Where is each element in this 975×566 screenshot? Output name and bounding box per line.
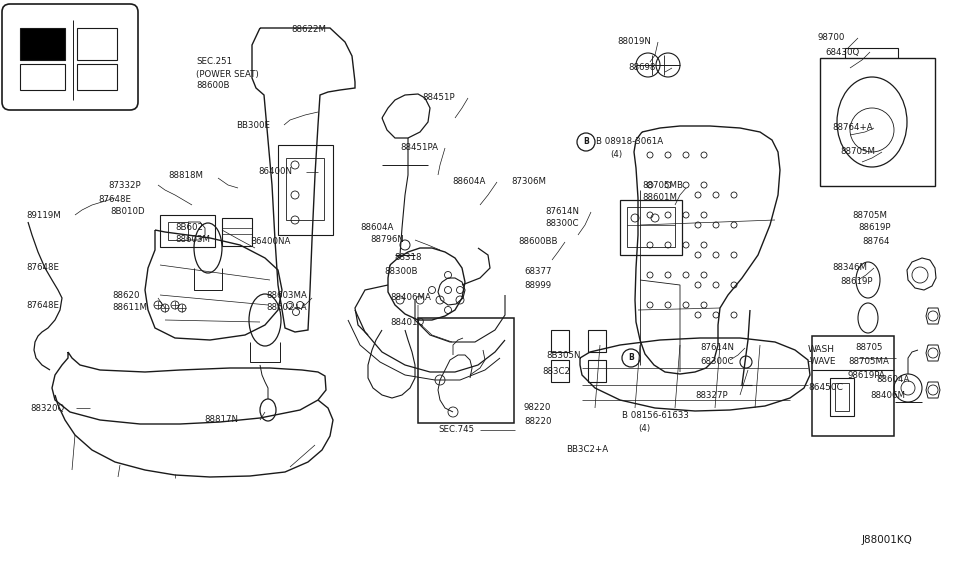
Bar <box>168 222 188 240</box>
Text: 88764: 88764 <box>862 238 889 247</box>
Text: 68377: 68377 <box>524 268 552 277</box>
Text: 88999: 88999 <box>524 281 551 289</box>
Bar <box>278 145 333 235</box>
Bar <box>588 360 606 382</box>
Text: 88602+A: 88602+A <box>266 303 306 312</box>
Bar <box>286 158 324 220</box>
Text: B 08918-3061A: B 08918-3061A <box>596 138 663 147</box>
Text: 88622M: 88622M <box>291 25 326 35</box>
Text: 88451PA: 88451PA <box>400 144 438 152</box>
Text: 88300B: 88300B <box>384 268 417 277</box>
Text: 87648E: 87648E <box>26 264 59 272</box>
Text: 87648E: 87648E <box>98 195 131 204</box>
Text: 86450C: 86450C <box>808 384 842 392</box>
Text: J88001KQ: J88001KQ <box>862 535 913 545</box>
Bar <box>551 330 569 352</box>
Text: 87614N: 87614N <box>545 208 579 217</box>
Text: 87648E: 87648E <box>26 301 59 310</box>
Text: 68430Q: 68430Q <box>825 48 859 57</box>
Text: 88318: 88318 <box>394 254 421 263</box>
Text: 88698: 88698 <box>628 63 655 72</box>
Text: B: B <box>628 354 634 362</box>
Text: 88796N: 88796N <box>370 235 404 245</box>
Text: 88705MA: 88705MA <box>848 358 889 367</box>
Text: 88705M: 88705M <box>852 211 887 220</box>
FancyBboxPatch shape <box>2 4 138 110</box>
Text: 68300C: 68300C <box>700 358 733 367</box>
Text: SEC.745: SEC.745 <box>438 426 474 435</box>
Text: 88604A: 88604A <box>876 375 910 384</box>
Text: 98619PA: 98619PA <box>848 371 885 380</box>
Text: 88600BB: 88600BB <box>518 238 558 247</box>
Bar <box>820 58 935 186</box>
Text: 88619P: 88619P <box>840 277 873 286</box>
Text: 87306M: 87306M <box>511 178 546 187</box>
Bar <box>835 383 849 411</box>
Text: 88603M: 88603M <box>175 235 210 245</box>
Bar <box>620 200 682 255</box>
Text: 88603MA: 88603MA <box>266 290 307 299</box>
Text: 88619P: 88619P <box>858 224 890 233</box>
Text: 88600B: 88600B <box>196 82 229 91</box>
Text: 88818M: 88818M <box>168 170 203 179</box>
Bar <box>20 64 65 90</box>
Bar <box>418 318 514 423</box>
Text: 883C2: 883C2 <box>542 367 570 376</box>
Text: 88705M: 88705M <box>840 148 875 157</box>
Bar <box>627 207 675 247</box>
Text: BB300E: BB300E <box>236 121 270 130</box>
Text: 88705MB: 88705MB <box>642 181 683 190</box>
Text: BB3C2+A: BB3C2+A <box>566 444 608 453</box>
Text: 88451P: 88451P <box>422 93 454 102</box>
Text: 8B305N: 8B305N <box>546 350 580 359</box>
Text: 88320Q: 88320Q <box>30 404 64 413</box>
Text: B: B <box>583 138 589 147</box>
Text: B6400NA: B6400NA <box>250 238 291 247</box>
Bar <box>20 28 65 60</box>
Bar <box>588 330 606 352</box>
Bar <box>812 336 894 436</box>
Bar <box>160 215 215 247</box>
Text: SEC.251: SEC.251 <box>196 58 232 66</box>
Text: 88300C: 88300C <box>545 220 578 229</box>
Bar <box>830 378 854 416</box>
Text: 88604A: 88604A <box>452 178 486 187</box>
Bar <box>77 28 117 60</box>
Text: 87614N: 87614N <box>700 344 734 353</box>
Text: 8B010D: 8B010D <box>110 208 144 217</box>
Text: 88611M: 88611M <box>112 303 147 312</box>
Text: 88817N: 88817N <box>204 415 238 424</box>
Text: 88346M: 88346M <box>832 264 867 272</box>
Text: WASH: WASH <box>808 345 835 354</box>
Text: -WAVE: -WAVE <box>808 358 837 367</box>
Text: 88764+A: 88764+A <box>832 123 873 132</box>
Text: 89119M: 89119M <box>26 211 60 220</box>
Text: 88327P: 88327P <box>695 391 727 400</box>
Text: 88401Q: 88401Q <box>390 318 424 327</box>
Text: 8B602: 8B602 <box>175 224 203 233</box>
Text: 88604A: 88604A <box>360 224 393 233</box>
Bar <box>77 64 117 90</box>
Text: 87332P: 87332P <box>108 181 140 190</box>
Text: 88620: 88620 <box>112 290 139 299</box>
Text: 88406MA: 88406MA <box>390 294 431 302</box>
Text: (POWER SEAT): (POWER SEAT) <box>196 70 258 79</box>
Text: (4): (4) <box>610 151 622 160</box>
Text: 98700: 98700 <box>818 33 845 42</box>
Text: 88406M: 88406M <box>870 391 905 400</box>
Bar <box>551 360 569 382</box>
Text: 86400N: 86400N <box>258 168 292 177</box>
Text: 88705: 88705 <box>855 344 882 353</box>
Text: 88220: 88220 <box>524 418 552 427</box>
Bar <box>222 218 252 246</box>
Text: B 08156-61633: B 08156-61633 <box>622 410 689 419</box>
Text: 88019N: 88019N <box>617 37 651 46</box>
Text: (4): (4) <box>638 423 650 432</box>
Text: 98220: 98220 <box>524 404 552 413</box>
Text: 88601M: 88601M <box>642 194 677 203</box>
